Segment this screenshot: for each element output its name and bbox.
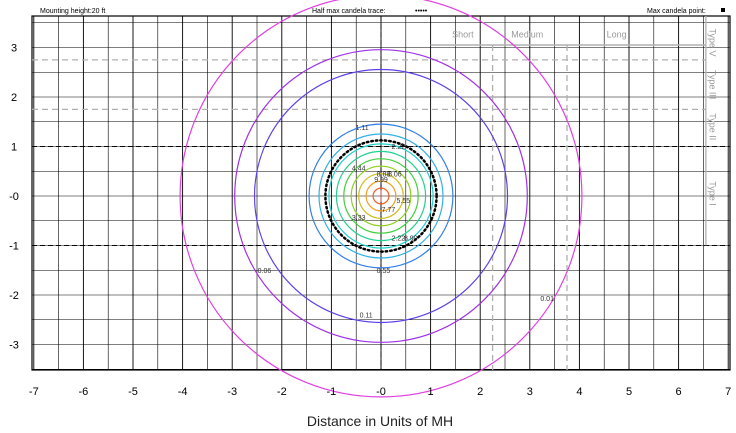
y-tick-label: -2 <box>9 290 19 302</box>
contour-label: 2.22 <box>392 236 406 243</box>
contour-label: 0.01 <box>540 296 554 303</box>
isoline <box>365 180 397 212</box>
max-candela-label: Max candela point: <box>647 8 706 15</box>
y-tick-label: 1 <box>11 142 17 154</box>
x-tick-label: 2 <box>477 386 483 398</box>
contour-label: 5.55 <box>397 198 411 205</box>
half-max-trace <box>324 139 438 253</box>
isoline <box>358 173 404 219</box>
isoline <box>335 150 427 242</box>
contour-labels: 1.11 2.22 4.44 8.888.069.99 5.557.77 3.33 2.22… <box>258 125 554 319</box>
y-tick-label: -3 <box>9 340 19 352</box>
contour-label: 7.77 <box>382 207 396 214</box>
x-tick-label: 5 <box>626 386 632 398</box>
y-tick-label: 2 <box>11 92 17 104</box>
x-tick-label: -1 <box>327 386 337 398</box>
contour-label: 1.11 <box>356 125 369 132</box>
x-tick-label: -2 <box>277 386 287 398</box>
x-tick-label: -7 <box>29 386 39 398</box>
x-tick-label: -0 <box>376 386 386 398</box>
type-label: Type V <box>707 29 717 57</box>
contour-label: 4.44 <box>352 165 366 172</box>
isoline <box>234 49 528 343</box>
contour-label: 9.99 <box>374 177 388 184</box>
zone-label: Short <box>452 30 474 40</box>
x-tick-label: -5 <box>128 386 138 398</box>
isoline <box>253 68 509 324</box>
mounting-height-label: Mounting height:20 ft <box>40 8 105 15</box>
type-label: Type II <box>707 113 717 140</box>
contour-label: 0.06 <box>258 268 272 275</box>
contour-label: 8.06 <box>388 172 402 179</box>
grid <box>32 16 730 370</box>
x-axis-label: Distance in Units of MH <box>307 413 453 429</box>
isoline <box>308 123 454 269</box>
tick-labels: -7 -6 -5 -4 -3 -2 -1 -0 1 2 3 4 5 6 7 3 2 1 -0 -1 -2 -3 <box>9 43 731 399</box>
x-tick-label: 3 <box>527 386 533 398</box>
x-tick-label: 6 <box>676 386 682 398</box>
zone-label: Medium <box>511 30 543 40</box>
zone-overlay: Short Medium Long Type V Type III Type II Type… <box>32 16 717 370</box>
contour-label: 0.11 <box>360 312 373 319</box>
contour-label: 8.88 <box>377 172 391 179</box>
y-tick-label: -1 <box>9 241 19 253</box>
isoline <box>328 143 434 249</box>
x-tick-label: -6 <box>79 386 89 398</box>
half-max-dots-legend: ••••• <box>415 8 428 15</box>
max-candela-legend-icon <box>721 8 725 12</box>
x-tick-label: 4 <box>576 386 582 398</box>
x-tick-label: 1 <box>428 386 434 398</box>
contour-label: 8.90 <box>404 236 418 243</box>
isoline <box>372 187 390 205</box>
x-tick-label: -4 <box>178 386 188 398</box>
isoline <box>318 133 444 259</box>
x-tick-label: 7 <box>725 386 731 398</box>
half-max-circle <box>324 139 438 253</box>
zone-label: Long <box>607 30 627 40</box>
half-max-label: Half max candela trace: <box>312 8 386 15</box>
isoline <box>343 158 419 234</box>
type-label: Type III <box>707 70 717 100</box>
contour-label: 0.55 <box>377 268 391 275</box>
isoline <box>350 165 412 227</box>
isoline <box>179 0 583 398</box>
contour-label: 2.22 <box>392 144 406 151</box>
type-label: Type I <box>707 181 717 206</box>
x-tick-label: -3 <box>227 386 237 398</box>
isolines <box>179 0 583 398</box>
y-tick-label: -0 <box>9 191 19 203</box>
contour-label: 3.33 <box>352 215 366 222</box>
y-tick-label: 3 <box>11 43 17 55</box>
